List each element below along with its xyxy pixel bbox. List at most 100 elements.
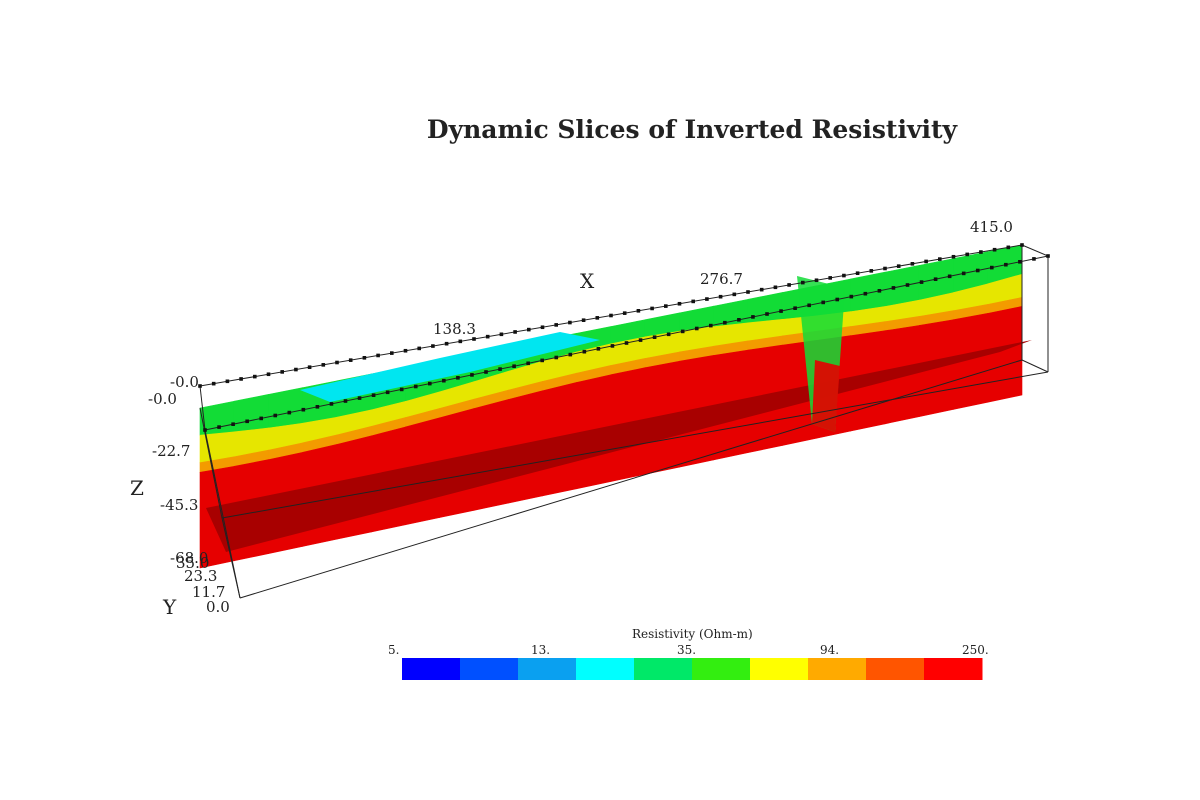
tick-mark — [965, 252, 969, 257]
tick-mark — [540, 358, 544, 363]
tick-mark — [814, 278, 819, 283]
tick-mark — [266, 372, 271, 377]
colorbar-block — [576, 658, 635, 680]
z-tick-label: -22.7 — [152, 442, 190, 460]
box-edge — [199, 407, 223, 519]
tick-mark — [869, 269, 874, 273]
slice-cyan-region — [300, 332, 600, 402]
tick-mark — [307, 365, 312, 369]
z-tick-label: -0.0 — [148, 390, 177, 408]
tick-mark — [961, 271, 966, 276]
tick-mark — [335, 360, 339, 365]
tick-mark — [807, 303, 811, 308]
tick-mark — [1018, 260, 1022, 264]
tick-mark — [828, 276, 832, 280]
tick-mark — [773, 285, 778, 290]
chart-title: Dynamic Slices of Inverted Resistivity — [426, 115, 958, 144]
tick-mark — [609, 313, 613, 318]
tick-mark — [198, 384, 202, 388]
x-tick-label: 138.3 — [433, 320, 476, 338]
tick-mark — [498, 367, 502, 371]
tick-mark — [554, 355, 559, 360]
tick-mark — [650, 306, 654, 311]
tick-mark — [472, 337, 476, 341]
tick-mark — [442, 378, 446, 383]
tick-mark — [456, 376, 460, 380]
y-tick-label: 0.0 — [206, 598, 230, 616]
tick-mark — [664, 304, 668, 308]
tick-mark — [947, 274, 952, 279]
z-axis-label: Z — [130, 476, 144, 500]
x-corner-tick: -0.0 — [170, 373, 199, 391]
box-edge — [1021, 359, 1049, 373]
tick-mark — [526, 361, 530, 366]
cross-slice-lower — [812, 360, 840, 432]
tick-mark — [787, 283, 791, 287]
tick-mark — [390, 351, 394, 355]
tick-mark — [343, 399, 348, 403]
tick-mark — [723, 320, 727, 325]
tick-mark — [513, 330, 517, 334]
tick-mark — [239, 377, 243, 381]
colorbar-block — [808, 658, 867, 680]
colorbar-block — [924, 658, 983, 680]
tick-mark — [280, 370, 284, 374]
tick-mark — [581, 318, 586, 322]
tick-mark — [732, 292, 737, 297]
colorbar-block — [518, 658, 577, 680]
tick-mark — [910, 262, 915, 266]
tick-mark — [203, 428, 207, 432]
tick-mark — [1004, 262, 1008, 267]
tick-mark — [329, 402, 334, 406]
tick-mark — [855, 271, 860, 275]
tick-mark — [413, 384, 418, 389]
tick-mark — [709, 323, 713, 328]
tick-mark — [863, 291, 868, 296]
tick-mark — [652, 335, 657, 339]
tick-mark — [622, 311, 627, 315]
tick-mark — [821, 300, 825, 305]
tick-mark — [348, 358, 353, 362]
tick-mark — [883, 266, 887, 271]
tick-mark — [975, 268, 980, 273]
tick-mark — [253, 374, 257, 379]
tick-mark — [842, 273, 846, 278]
box-edge — [239, 359, 1023, 599]
tick-mark — [666, 332, 671, 337]
tick-mark — [321, 363, 326, 367]
tick-mark — [624, 341, 629, 345]
tick-mark — [568, 352, 573, 357]
colorbar-tick: 5. — [388, 643, 399, 657]
tick-mark — [877, 289, 882, 293]
x-tick-label: 415.0 — [970, 218, 1013, 236]
colorbar-block — [634, 658, 693, 680]
tick-mark — [385, 390, 390, 395]
y-axis-label: Y — [162, 595, 177, 619]
tick-mark — [512, 364, 516, 368]
tick-mark — [919, 280, 924, 284]
tick-mark — [905, 283, 910, 287]
tick-mark — [301, 407, 306, 412]
tick-mark — [527, 327, 531, 332]
tick-mark — [636, 309, 641, 313]
z-tick-label: -45.3 — [160, 496, 198, 514]
tick-mark — [273, 413, 278, 418]
tick-mark — [896, 264, 901, 268]
colorbar-block — [402, 658, 461, 680]
colorbar-block — [866, 658, 925, 680]
colorbar-tick: 35. — [677, 643, 696, 657]
tick-mark — [992, 247, 997, 252]
colorbar-tick: 13. — [531, 643, 550, 657]
colorbar-blocks — [402, 658, 983, 680]
tick-mark — [315, 405, 320, 409]
tick-mark — [924, 259, 928, 264]
tick-mark — [990, 265, 994, 270]
tick-mark — [231, 422, 235, 426]
axes: X Z Y -0.0 138.3 276.7 415.0 -0.0 -22.7 … — [130, 218, 1013, 619]
tick-mark — [694, 326, 699, 331]
tick-mark — [751, 315, 755, 319]
tick-mark — [294, 367, 298, 372]
tick-mark — [835, 297, 840, 302]
colorbar-block — [750, 658, 809, 680]
